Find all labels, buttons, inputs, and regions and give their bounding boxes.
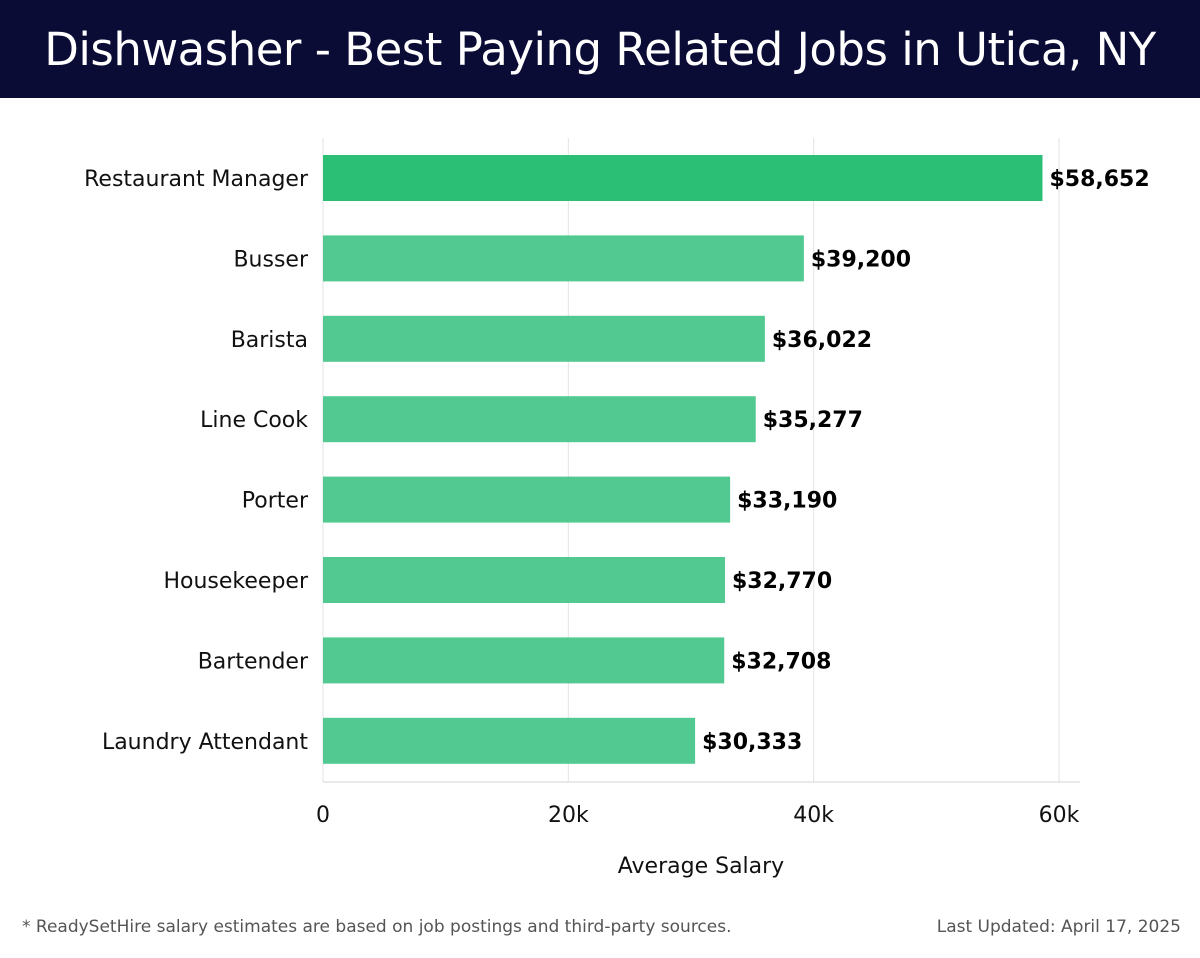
- value-label: $39,200: [811, 247, 911, 272]
- x-tick-label: 20k: [548, 803, 589, 828]
- x-tick-label: 0: [316, 803, 330, 828]
- bar: [323, 396, 756, 443]
- category-label: Barista: [231, 328, 308, 353]
- category-label: Housekeeper: [163, 569, 308, 594]
- value-label: $58,652: [1049, 167, 1149, 192]
- category-label: Laundry Attendant: [102, 730, 308, 755]
- value-label: $35,277: [763, 408, 863, 433]
- x-tick-label: 40k: [793, 803, 834, 828]
- x-tick-label: 60k: [1039, 803, 1080, 828]
- category-label: Porter: [242, 489, 309, 514]
- bar: [323, 637, 725, 684]
- value-label: $33,190: [737, 489, 837, 514]
- bar: [323, 476, 731, 523]
- footnote: * ReadySetHire salary estimates are base…: [22, 917, 732, 937]
- bar: [323, 315, 765, 362]
- value-label: $32,708: [731, 649, 831, 674]
- bar: [323, 155, 1043, 201]
- bar: [323, 557, 725, 603]
- value-label: $32,770: [732, 569, 832, 594]
- category-label: Bartender: [198, 649, 309, 674]
- category-label: Line Cook: [200, 408, 308, 433]
- bar: [323, 235, 804, 282]
- category-label: Busser: [233, 247, 308, 272]
- bar: [323, 717, 696, 764]
- category-label: Restaurant Manager: [84, 167, 309, 192]
- x-axis-title: Average Salary: [618, 854, 784, 879]
- title-bar: Dishwasher - Best Paying Related Jobs in…: [0, 0, 1200, 98]
- bar-chart: 0 20k 40k 60k Average Salary Restaurant Manag…: [84, 138, 1150, 879]
- chart-title: Dishwasher - Best Paying Related Jobs in…: [44, 22, 1156, 76]
- value-label: $36,022: [772, 328, 872, 353]
- value-label: $30,333: [702, 730, 802, 755]
- last-updated: Last Updated: April 17, 2025: [936, 917, 1181, 937]
